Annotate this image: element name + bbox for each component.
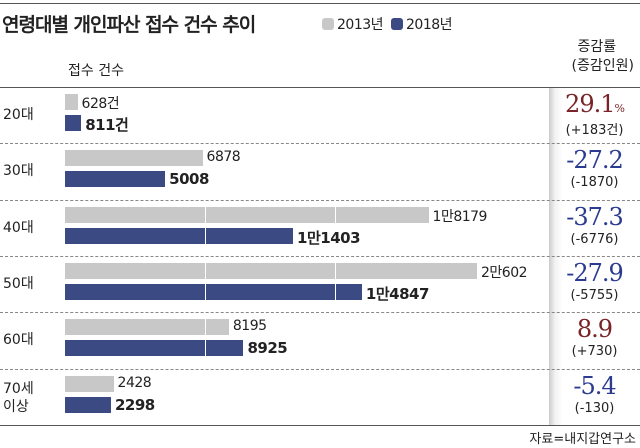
legend-item-2013: 2013년 <box>322 14 384 34</box>
category-label: 60대 <box>3 332 34 349</box>
data-label: 2만602 <box>481 264 528 281</box>
category-label: 20대 <box>3 107 34 123</box>
bar-2018 <box>65 340 244 357</box>
change-pct: 8.9 <box>576 315 613 344</box>
bar-2013 <box>65 319 229 336</box>
legend-swatch <box>391 18 404 30</box>
bar-2018 <box>65 115 82 131</box>
top-rule <box>0 3 640 4</box>
right-header: 증감률 (증감인원) <box>571 39 634 74</box>
data-label: 628건 <box>81 96 120 112</box>
chart-title: 연령대별 개인파산 접수 건수 추이 <box>2 14 256 36</box>
bar-2018 <box>65 283 362 300</box>
category-label: 50대 <box>3 275 34 292</box>
change-pct: -37.3 <box>566 202 624 231</box>
data-label: 2298 <box>114 395 155 414</box>
bottom-rule <box>0 425 640 426</box>
bar-2013 <box>65 94 78 110</box>
legend-item-2018: 2018년 <box>391 14 453 34</box>
header-rule <box>0 87 640 88</box>
data-label: 1만4847 <box>365 284 430 303</box>
change-count: (-130) <box>574 400 615 416</box>
data-label: 8925 <box>247 339 288 358</box>
change-count: (+730) <box>571 344 618 360</box>
row-divider <box>0 199 640 201</box>
category-label: 30대 <box>3 163 34 180</box>
bar-2018 <box>65 396 111 413</box>
legend-swatch <box>322 18 334 30</box>
change-pct: -27.9 <box>566 258 624 287</box>
change-count: (-6776) <box>570 231 619 247</box>
row-3: 50대 2만602 1만4847 -27.9 (-5755) <box>0 255 640 313</box>
bar-2013 <box>65 262 477 279</box>
data-label: 1만1403 <box>297 228 361 247</box>
row-4: 60대 8195 8925 8.9 (+730) <box>0 312 640 369</box>
category-label: 70세 이상 <box>3 380 34 415</box>
data-label: 811건 <box>85 116 129 134</box>
row-divider <box>0 368 640 370</box>
change-pct: 29.1% <box>565 90 625 118</box>
data-label: 6878 <box>206 149 241 166</box>
data-label: 5008 <box>169 170 209 189</box>
bar-2018 <box>65 171 166 188</box>
change-pct: -5.4 <box>573 371 616 400</box>
data-label: 2428 <box>117 374 152 391</box>
legend: 2013년 2018년 <box>322 14 453 34</box>
bar-2018 <box>65 227 294 244</box>
row-2: 40대 1만8179 1만1403 -37.3 (-6776) <box>0 199 640 257</box>
subtitle: 접수 건수 <box>68 63 124 79</box>
bar-2013 <box>65 150 203 167</box>
data-label: 8195 <box>232 318 267 335</box>
change-count: (+183건) <box>565 123 624 138</box>
change-pct: -27.2 <box>566 146 624 175</box>
source: 자료=내지갑연구소 <box>529 432 636 447</box>
category-label: 40대 <box>3 219 34 236</box>
change-count: (-1870) <box>570 175 619 191</box>
row-1: 30대 6878 5008 -27.2 (-1870) <box>0 143 640 200</box>
row-divider <box>0 143 640 145</box>
data-label: 1만8179 <box>432 208 488 225</box>
row-divider <box>0 312 640 314</box>
row-0: 20대 628건 811건 29.1% (+183건) <box>0 88 640 144</box>
change-count: (-5755) <box>570 287 619 303</box>
row-5: 70세 이상 2428 2298 -5.4 (-130) <box>0 368 640 426</box>
row-divider <box>0 255 640 257</box>
bar-2013 <box>65 206 429 223</box>
bar-2013 <box>65 375 114 392</box>
